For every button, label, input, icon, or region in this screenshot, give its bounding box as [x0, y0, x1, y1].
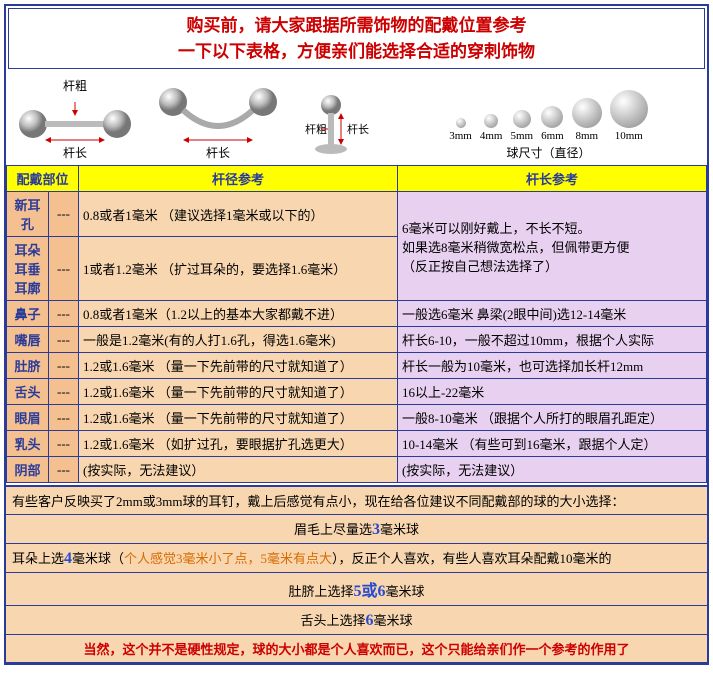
table-row: 新耳孔---0.8或者1毫米 （建议选择1毫米或以下的）6毫米可以刚好戴上，不长…: [7, 192, 707, 237]
notes-belly: 肚脐上选择5或6毫米球: [6, 573, 707, 606]
ball-item: 10mm: [610, 90, 648, 142]
notes-tongue: 舌头上选择6毫米球: [6, 606, 707, 635]
cell-length: 10-14毫米 （有些可到16毫米，跟据个人定）: [397, 431, 706, 457]
ball-label: 5mm: [511, 130, 534, 142]
ball-label: 6mm: [541, 130, 564, 142]
ball-icon: [572, 98, 602, 128]
ball-icon: [541, 106, 563, 128]
cell-part: 乳头: [7, 431, 49, 457]
cell-length: 杆长一般为10毫米，也可选择加长杆12mm: [397, 353, 706, 379]
label-rod-thick: 杆粗: [63, 77, 87, 94]
straight-barbell-svg: [15, 94, 135, 144]
notes-ear: 耳朵上选4毫米球（个人感觉3毫米小了点，5毫米有点大），反正个人喜欢，有些人喜欢…: [6, 544, 707, 573]
table-row: 鼻子---0.8或者1毫米（1.2以上的基本大家都戴不进）一般选6毫米 鼻梁(2…: [7, 301, 707, 327]
ball-item: 4mm: [480, 114, 503, 142]
cell-length: (按实际，无法建议）: [397, 457, 706, 483]
cell-diameter: 0.8或者1毫米 （建议选择1毫米或以下的）: [79, 192, 398, 237]
svg-text:杆长: 杆长: [347, 122, 369, 136]
cell-dash: ---: [49, 457, 79, 483]
diagram-row: 杆粗 杆长 杆长: [6, 71, 707, 165]
ball-icon: [484, 114, 498, 128]
ball-label: 10mm: [610, 130, 648, 142]
table-row: 嘴唇---一般是1.2毫米(有的人打1.6孔，得选1.6毫米)杆长6-10，一般…: [7, 327, 707, 353]
notes-section: 有些客户反映买了2mm或3mm球的耳钉，戴上后感觉有点小，现在给各位建议不同配戴…: [6, 485, 707, 663]
cell-diameter: 1.2或1.6毫米 （量一下先前带的尺寸就知道了）: [79, 405, 398, 431]
cell-diameter: 0.8或者1毫米（1.2以上的基本大家都戴不进）: [79, 301, 398, 327]
main-container: 购买前，请大家跟据所需饰物的配戴位置参考 一下以下表格，方便亲们能选择合适的穿刺…: [4, 4, 709, 665]
table-row: 阴部---(按实际，无法建议）(按实际，无法建议）: [7, 457, 707, 483]
header-length: 杆长参考: [397, 166, 706, 192]
ball-item: 8mm: [572, 98, 602, 142]
ball-icon: [610, 90, 648, 128]
ball-label: 8mm: [572, 130, 602, 142]
cell-dash: ---: [49, 405, 79, 431]
cell-part: 眼眉: [7, 405, 49, 431]
cell-part: 嘴唇: [7, 327, 49, 353]
ball-item: 6mm: [541, 106, 564, 142]
cell-dash: ---: [49, 353, 79, 379]
cell-length: 杆长6-10，一般不超过10mm，根据个人实际: [397, 327, 706, 353]
cell-part: 肚脐: [7, 353, 49, 379]
diagram-straight-barbell: 杆粗 杆长: [10, 77, 140, 161]
title-line1: 购买前，请大家跟据所需饰物的配戴位置参考: [9, 13, 704, 39]
cell-diameter: 1.2或1.6毫米 （量一下先前带的尺寸就知道了）: [79, 379, 398, 405]
reference-table: 配戴部位 杆径参考 杆长参考 新耳孔---0.8或者1毫米 （建议选择1毫米或以…: [6, 165, 707, 483]
cell-diameter: 1.2或1.6毫米 （如扩过孔，要眼据扩孔选更大）: [79, 431, 398, 457]
cell-part: 阴部: [7, 457, 49, 483]
curved-barbell-svg: [153, 84, 283, 144]
ball-icon: [513, 110, 531, 128]
cell-diameter: 1或者1.2毫米 （扩过耳朵的，要选择1.6毫米）: [79, 237, 398, 301]
ball-label: 3mm: [449, 130, 472, 142]
table-row: 肚脐---1.2或1.6毫米 （量一下先前带的尺寸就知道了）杆长一般为10毫米，…: [7, 353, 707, 379]
table-row: 乳头---1.2或1.6毫米 （如扩过孔，要眼据扩孔选更大）10-14毫米 （有…: [7, 431, 707, 457]
cell-length: 一般选6毫米 鼻梁(2眼中间)选12-14毫米: [397, 301, 706, 327]
title-line2: 一下以下表格，方便亲们能选择合适的穿刺饰物: [9, 39, 704, 65]
cell-part: 舌头: [7, 379, 49, 405]
labret-svg: 杆粗 杆长: [301, 91, 381, 161]
label-rod-length: 杆长: [63, 144, 87, 161]
notes-eyebrow: 眉毛上尽量选3毫米球: [6, 515, 707, 544]
ball-item: 5mm: [511, 110, 534, 142]
cell-dash: ---: [49, 327, 79, 353]
cell-dash: ---: [49, 301, 79, 327]
cell-dash: ---: [49, 431, 79, 457]
notes-intro: 有些客户反映买了2mm或3mm球的耳钉，戴上后感觉有点小，现在给各位建议不同配戴…: [6, 487, 707, 515]
diagram-curved-barbell: 杆长: [148, 84, 288, 161]
cell-diameter: 一般是1.2毫米(有的人打1.6孔，得选1.6毫米): [79, 327, 398, 353]
header-diameter: 杆径参考: [79, 166, 398, 192]
header-part: 配戴部位: [7, 166, 79, 192]
ball-item: 3mm: [449, 118, 472, 142]
cell-dash: ---: [49, 237, 79, 301]
cell-dash: ---: [49, 379, 79, 405]
diagram-ball-sizes: 3mm 4mm 5mm 6mm 8mm 10mm 球尺寸（直径）: [394, 90, 703, 161]
cell-dash: ---: [49, 192, 79, 237]
title-box: 购买前，请大家跟据所需饰物的配戴位置参考 一下以下表格，方便亲们能选择合适的穿刺…: [8, 8, 705, 69]
cell-length: 一般8-10毫米 （跟据个人所打的眼眉孔距定）: [397, 405, 706, 431]
notes-final: 当然，这个并不是硬性规定，球的大小都是个人喜欢而已，这个只能给亲们作一个参考的作…: [6, 635, 707, 663]
cell-diameter: 1.2或1.6毫米 （量一下先前带的尺寸就知道了）: [79, 353, 398, 379]
cell-length: 16以上-22毫米: [397, 379, 706, 405]
ball-size-title: 球尺寸（直径）: [506, 144, 590, 161]
cell-length: 6毫米可以刚好戴上，不长不短。如果选8毫米稍微宽松点，但佩带更方便（反正按自己想…: [397, 192, 706, 301]
diagram-labret: 杆粗 杆长: [296, 91, 386, 161]
balls-container: 3mm 4mm 5mm 6mm 8mm 10mm: [449, 90, 648, 142]
cell-part: 耳朵耳垂耳廓: [7, 237, 49, 301]
ball-label: 4mm: [480, 130, 503, 142]
ball-icon: [456, 118, 466, 128]
table-row: 眼眉---1.2或1.6毫米 （量一下先前带的尺寸就知道了）一般8-10毫米 （…: [7, 405, 707, 431]
label-rod-length-2: 杆长: [206, 144, 230, 161]
cell-part: 新耳孔: [7, 192, 49, 237]
table-row: 舌头---1.2或1.6毫米 （量一下先前带的尺寸就知道了）16以上-22毫米: [7, 379, 707, 405]
cell-part: 鼻子: [7, 301, 49, 327]
cell-diameter: (按实际，无法建议）: [79, 457, 398, 483]
